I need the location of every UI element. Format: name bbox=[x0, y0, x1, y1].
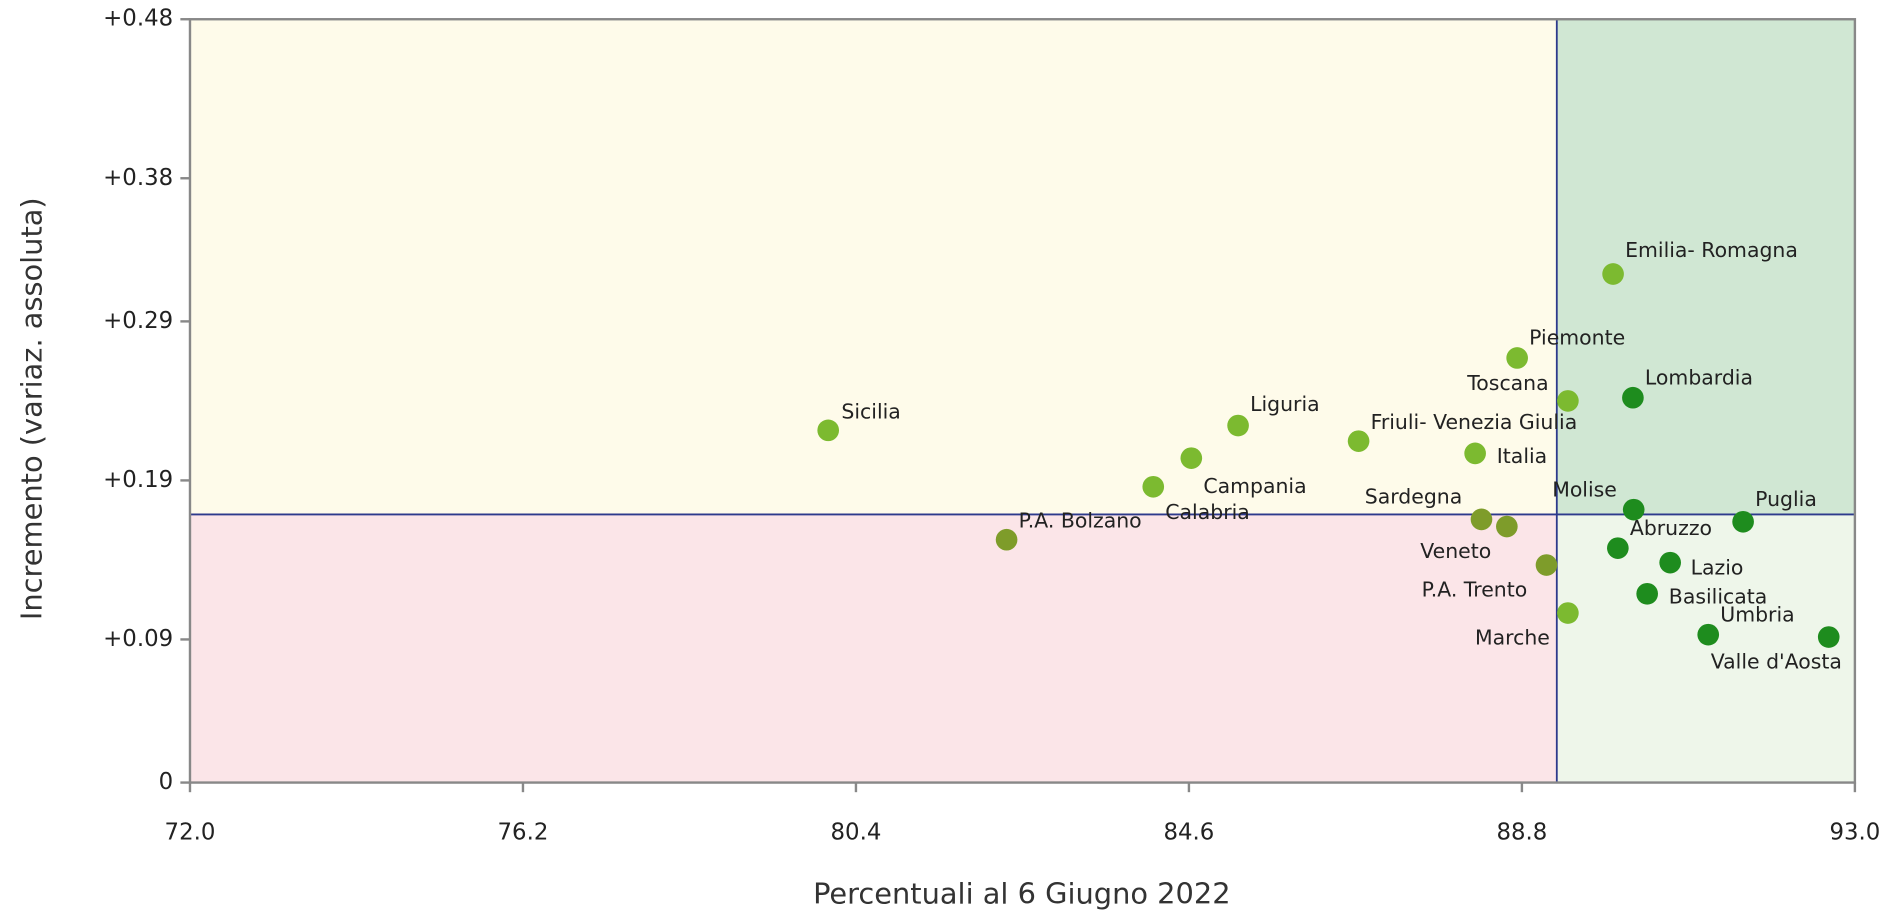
point-label: Lombardia bbox=[1645, 365, 1753, 389]
point-label: P.A. Trento bbox=[1422, 577, 1528, 601]
point-label: Puglia bbox=[1755, 487, 1817, 511]
point-label: Sicilia bbox=[841, 399, 900, 423]
point bbox=[1227, 414, 1249, 437]
point bbox=[1557, 390, 1579, 412]
y-axis-label: Incremento (variaz. assoluta) bbox=[15, 197, 49, 620]
point-label: Emilia- Romagna bbox=[1625, 238, 1798, 262]
point bbox=[1557, 602, 1579, 624]
point bbox=[1506, 347, 1528, 369]
y-tick-label: +0.19 bbox=[103, 467, 173, 493]
point bbox=[1732, 510, 1754, 533]
point-label: Liguria bbox=[1250, 392, 1320, 416]
point bbox=[1607, 537, 1629, 559]
point-label: Umbria bbox=[1720, 602, 1794, 626]
quadrant bbox=[1556, 514, 1855, 783]
x-tick-label: 76.2 bbox=[498, 820, 549, 846]
point bbox=[1622, 386, 1644, 409]
y-tick-label: +0.38 bbox=[103, 165, 173, 191]
point bbox=[1622, 498, 1645, 521]
y-tick-label: +0.29 bbox=[103, 308, 173, 334]
y-tick-label: +0.09 bbox=[103, 626, 173, 652]
point-label: Campania bbox=[1203, 474, 1306, 498]
point bbox=[995, 528, 1018, 551]
plot-frame bbox=[188, 18, 1857, 784]
quadrant bbox=[189, 19, 1557, 515]
x-axis-label: Percentuali al 6 Giugno 2022 bbox=[813, 877, 1231, 911]
point bbox=[817, 419, 840, 442]
point-label: Valle d'Aosta bbox=[1711, 649, 1842, 673]
point bbox=[1535, 554, 1558, 576]
point bbox=[1697, 623, 1720, 646]
point-label: Marche bbox=[1475, 625, 1550, 649]
x-tick-label: 84.6 bbox=[1164, 820, 1215, 846]
point-label: Sardegna bbox=[1365, 485, 1462, 509]
point-label: Piemonte bbox=[1529, 326, 1625, 350]
x-tick-label: 88.8 bbox=[1496, 820, 1547, 846]
x-tick-label: 80.4 bbox=[831, 820, 882, 846]
point bbox=[1602, 263, 1624, 285]
point bbox=[1496, 515, 1518, 538]
point-label: Lazio bbox=[1691, 556, 1744, 580]
point-label: Italia bbox=[1497, 444, 1547, 468]
quadrant bbox=[1556, 19, 1855, 515]
point bbox=[1470, 508, 1493, 531]
point bbox=[1347, 430, 1370, 452]
point-label: Abruzzo bbox=[1630, 516, 1712, 540]
x-tick-label: 72.0 bbox=[165, 820, 216, 846]
y-tick-label: 0 bbox=[159, 769, 174, 795]
point-label: Friuli- Venezia Giulia bbox=[1371, 410, 1578, 434]
point bbox=[1659, 551, 1681, 574]
point-label: Basilicata bbox=[1669, 584, 1767, 608]
point bbox=[1817, 626, 1840, 648]
point-label: Molise bbox=[1552, 477, 1617, 501]
point-label: Toscana bbox=[1466, 371, 1548, 395]
point bbox=[1142, 475, 1165, 498]
y-tick-label: +0.48 bbox=[103, 6, 173, 32]
point-label: Veneto bbox=[1420, 539, 1491, 563]
x-tick-label: 93.0 bbox=[1829, 820, 1880, 846]
point-label: P.A. Bolzano bbox=[1019, 509, 1142, 533]
quadrant bbox=[189, 514, 1557, 783]
point bbox=[1636, 582, 1658, 605]
point-label: Calabria bbox=[1165, 500, 1250, 524]
point bbox=[1180, 447, 1203, 469]
point bbox=[1464, 442, 1486, 465]
